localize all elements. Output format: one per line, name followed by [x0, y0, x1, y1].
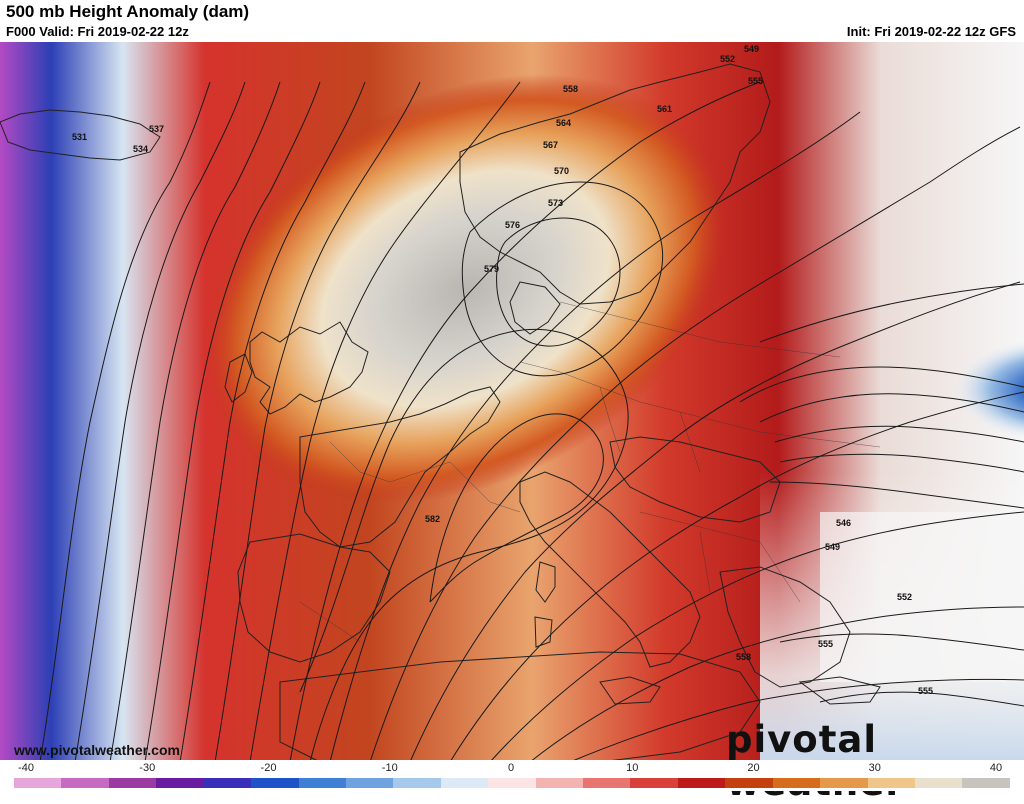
- colorbar-swatch: [630, 778, 678, 788]
- colorbar-swatch: [298, 778, 346, 788]
- contour-label: 552: [897, 592, 912, 602]
- contour-label: 549: [825, 542, 840, 552]
- colorbar-swatch: [203, 778, 252, 788]
- contour-label: 567: [543, 140, 558, 150]
- contour-label: 549: [744, 44, 759, 54]
- colorbar-swatch: [915, 778, 963, 788]
- colorbar-tick-label: -40: [18, 762, 34, 774]
- colorbar-tick-label: 30: [868, 762, 881, 774]
- colorbar-swatch: [677, 778, 726, 788]
- contour-label: 546: [836, 518, 851, 528]
- colorbar-legend: -40 -30 -20 -10 0 10 20 30 40: [0, 760, 1024, 791]
- contour-label: 573: [548, 198, 563, 208]
- contour-label: 531: [72, 132, 87, 142]
- contour-label: 582: [425, 514, 440, 524]
- colorbar-swatch: [725, 778, 773, 788]
- contour-label: 564: [556, 118, 571, 128]
- contour-label: 579: [484, 264, 499, 274]
- colorbar-tick-label: 40: [989, 762, 1003, 774]
- colorbar-tick-label: -10: [381, 762, 398, 774]
- colorbar-tick-label: -20: [260, 762, 277, 774]
- valid-time: F000 Valid: Fri 2019-02-22 12z: [6, 24, 189, 39]
- trough-anomaly: [680, 282, 1024, 502]
- colorbar-swatch: [14, 778, 62, 788]
- colorbar-swatch: [156, 778, 204, 788]
- website-url: www.pivotalweather.com: [14, 742, 180, 758]
- contour-label: 570: [554, 166, 569, 176]
- colorbar-tick-label: 10: [626, 762, 639, 774]
- colorbar-swatch: [820, 778, 868, 788]
- colorbar-swatch: [251, 778, 299, 788]
- map-title: 500 mb Height Anomaly (dam): [6, 2, 250, 21]
- southeast-white: [820, 512, 1024, 682]
- colorbar-tick-label: 0: [507, 762, 515, 774]
- contour-label: 555: [818, 639, 833, 649]
- init-time: Init: Fri 2019-02-22 12z GFS: [846, 24, 1016, 39]
- colorbar-swatch: [962, 778, 1010, 788]
- header: 500 mb Height Anomaly (dam) F000 Valid: …: [0, 0, 1024, 42]
- colorbar-swatch: [345, 778, 394, 788]
- contour-label: 555: [918, 686, 933, 696]
- colorbar-swatch: [867, 778, 916, 788]
- weather-map: 531 534 537 549 552 555 558 561 564 567 …: [0, 42, 1024, 762]
- coastlines: [0, 63, 881, 762]
- height-contours: [39, 81, 1024, 762]
- contour-label: 534: [133, 144, 148, 154]
- colorbar-swatch: [488, 778, 536, 788]
- contour-label: 555: [748, 76, 763, 86]
- colorbar-swatch: [108, 778, 157, 788]
- contour-label: 558: [736, 652, 751, 662]
- colorbar-tick-label: 20: [747, 762, 760, 774]
- colorbar-swatch: [535, 778, 584, 788]
- contour-labels: 531 534 537 549 552 555 558 561 564 567 …: [72, 44, 933, 696]
- contour-label: 561: [657, 104, 672, 114]
- colorbar: [14, 778, 1010, 788]
- contour-label: 576: [505, 220, 520, 230]
- borders: [299, 301, 881, 643]
- ridge-anomaly: [189, 56, 811, 568]
- colorbar-swatch: [583, 778, 631, 788]
- contour-label: 558: [563, 84, 578, 94]
- colorbar-swatch: [440, 778, 489, 788]
- colorbar-swatch: [393, 778, 441, 788]
- colorbar-tick-label: -30: [139, 762, 156, 774]
- contour-label: 537: [149, 124, 164, 134]
- colorbar-swatch: [61, 778, 109, 788]
- contour-label: 552: [720, 54, 735, 64]
- colorbar-swatch: [772, 778, 821, 788]
